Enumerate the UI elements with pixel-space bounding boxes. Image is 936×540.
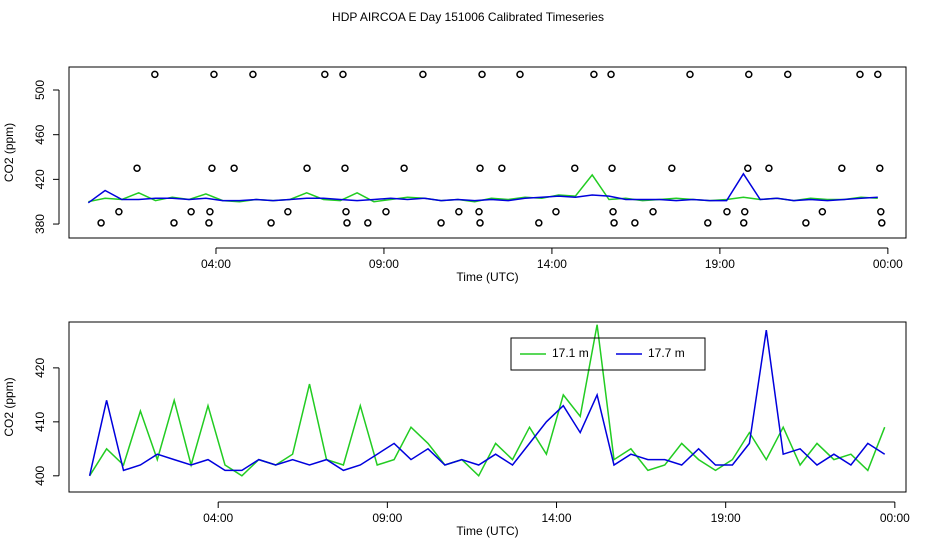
calibration-point <box>249 70 257 79</box>
legend-label: 17.7 m <box>648 346 685 360</box>
calibration-point <box>342 208 350 216</box>
calibration-point <box>208 164 216 172</box>
calibration-point <box>610 219 618 227</box>
series-line <box>88 324 886 478</box>
calibration-point <box>498 164 506 172</box>
legend-box <box>510 337 706 371</box>
x-tick-label: 00:00 <box>873 257 903 271</box>
calibration-point <box>341 164 349 172</box>
calibration-point <box>739 219 748 227</box>
calibration-point <box>535 219 543 227</box>
calibration-point <box>745 70 753 79</box>
calibration-point <box>649 208 657 216</box>
y-tick-label: 460 <box>33 124 47 144</box>
calibration-point <box>723 208 731 216</box>
y-tick-label: 410 <box>33 412 47 432</box>
plot-box <box>68 66 907 239</box>
calibration-point <box>364 219 372 227</box>
calibration-point <box>267 219 275 227</box>
calibration-point <box>878 219 886 227</box>
calibration-point <box>838 164 846 172</box>
calibration-point <box>607 70 615 79</box>
calibration-point <box>802 219 810 227</box>
x-tick-label: 19:00 <box>711 511 741 525</box>
calibration-point <box>205 219 213 227</box>
calibration-point <box>210 70 218 79</box>
calibration-point <box>874 70 882 79</box>
series-line <box>87 172 878 204</box>
calibration-point <box>455 208 463 216</box>
y-axis-label: CO2 (ppm) <box>2 377 16 436</box>
calibration-point <box>382 208 390 216</box>
calibration-point <box>206 208 214 216</box>
x-tick-label: 19:00 <box>705 257 735 271</box>
calibration-point <box>571 164 579 172</box>
calibration-point <box>133 164 141 172</box>
y-axis-label: CO2 (ppm) <box>2 123 16 182</box>
x-tick-label: 09:00 <box>372 511 402 525</box>
x-tick-label: 14:00 <box>542 511 572 525</box>
calibration-point <box>303 164 311 172</box>
calibration-point <box>97 219 105 227</box>
calibration-point <box>478 70 486 79</box>
calibration-point <box>783 70 792 79</box>
calibration-point <box>856 70 864 79</box>
calibration-point <box>475 208 483 216</box>
calibration-point <box>343 219 351 227</box>
calibration-point <box>516 70 524 79</box>
y-tick-label: 420 <box>33 169 47 189</box>
calibration-point <box>686 70 694 79</box>
page-title: HDP AIRCOA E Day 151006 Calibrated Times… <box>332 10 604 24</box>
calibration-point <box>339 70 347 79</box>
calibration-point <box>876 164 884 172</box>
calibration-point <box>187 208 195 216</box>
x-tick-label: 04:00 <box>201 257 231 271</box>
calibration-point <box>744 164 752 172</box>
calibration-point <box>321 70 329 79</box>
y-tick-label: 400 <box>33 465 47 485</box>
calibration-point <box>419 70 427 79</box>
x-axis-label: Time (UTC) <box>456 270 518 284</box>
calibration-point <box>668 164 676 172</box>
y-tick-label: 420 <box>33 358 47 378</box>
x-axis-label: Time (UTC) <box>456 524 518 538</box>
calibration-point <box>284 208 292 216</box>
calibration-point <box>151 70 159 79</box>
calibration-point <box>877 208 885 216</box>
x-tick-label: 04:00 <box>203 511 233 525</box>
x-tick-label: 14:00 <box>537 257 567 271</box>
calibration-point <box>609 208 617 216</box>
calibration-point <box>476 164 484 172</box>
calibration-point <box>608 164 616 172</box>
calibration-point <box>170 219 178 227</box>
y-tick-label: 380 <box>33 214 47 234</box>
calibration-point <box>230 164 238 172</box>
x-tick-label: 00:00 <box>880 511 910 525</box>
calibration-point <box>818 208 827 216</box>
calibration-point <box>552 208 560 216</box>
calibration-point <box>476 219 484 227</box>
calibration-point <box>590 70 598 79</box>
calibration-point <box>740 208 749 216</box>
calibration-point <box>437 219 445 227</box>
calibration-point <box>631 219 639 227</box>
y-tick-label: 500 <box>33 80 47 100</box>
calibration-point <box>765 164 773 172</box>
series-line <box>88 329 886 476</box>
calibration-point <box>704 219 712 227</box>
calibration-point <box>400 164 408 172</box>
plot-box <box>68 321 907 493</box>
legend-label: 17.1 m <box>552 346 589 360</box>
x-tick-label: 09:00 <box>369 257 399 271</box>
calibration-point <box>115 208 123 216</box>
